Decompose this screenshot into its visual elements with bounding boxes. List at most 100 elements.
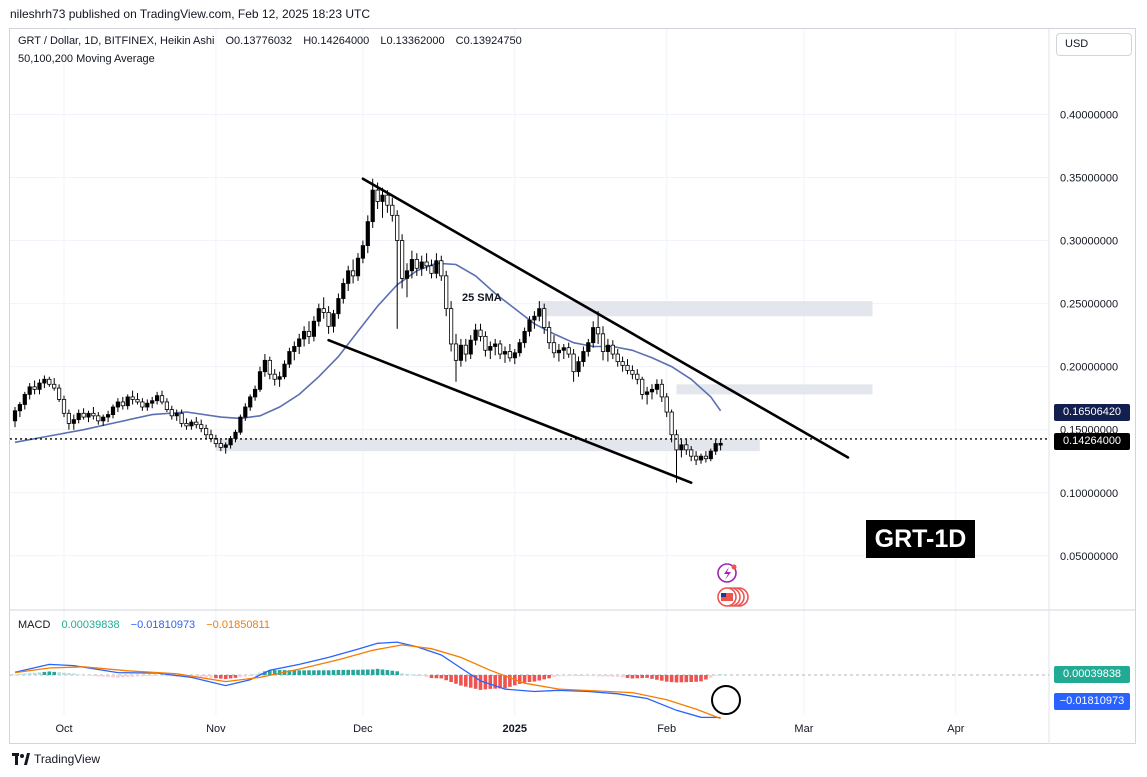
candle-body <box>86 412 91 418</box>
candle-body <box>532 315 537 321</box>
candle <box>532 311 537 329</box>
tradingview-footer[interactable]: TradingView <box>12 752 100 766</box>
candle <box>125 394 130 410</box>
candle-body <box>409 259 415 272</box>
chart-frame[interactable] <box>9 28 1136 744</box>
candle <box>32 380 37 395</box>
macd-hist-bar <box>620 675 625 678</box>
candle <box>684 439 689 455</box>
legend-moving-average[interactable]: 50,100,200 Moving Average <box>18 53 155 65</box>
candle-body <box>130 396 135 400</box>
x-tick-label: Oct <box>55 723 72 735</box>
macd-hist-bar <box>674 675 679 683</box>
legend-ohlc[interactable]: GRT / Dollar, 1D, BITFINEX, Heikin Ashi … <box>18 35 522 47</box>
macd-line-value: −0.01810973 <box>130 619 196 631</box>
candle <box>248 394 253 411</box>
macd-hist-bar <box>552 675 556 678</box>
candle <box>154 391 160 405</box>
candle <box>512 348 517 365</box>
macd-hist-bar <box>704 675 708 680</box>
legend-macd[interactable]: MACD 0.00039838 −0.01810973 −0.01850811 <box>18 619 270 631</box>
candle-body <box>179 412 184 424</box>
legend-open: O0.13776032 <box>225 35 293 47</box>
candle-body <box>223 444 228 448</box>
candle-body <box>57 387 62 400</box>
candle <box>542 303 547 334</box>
macd-hist-bar <box>434 675 439 679</box>
candle-body <box>718 442 723 446</box>
x-tick-label: 2025 <box>503 723 527 735</box>
sma-label: 25 SMA <box>462 292 502 304</box>
candle <box>316 303 321 327</box>
x-tick-label: Nov <box>206 723 226 735</box>
candle <box>199 419 204 433</box>
candle-body <box>493 343 498 347</box>
macd-hist-bar <box>72 673 76 675</box>
macd-hist-bar <box>228 675 233 679</box>
candle-body <box>120 401 125 407</box>
candle-body <box>586 342 591 352</box>
candle <box>130 390 135 405</box>
macd-hist-bar <box>640 675 644 679</box>
macd-hist-bar <box>91 675 96 677</box>
candle-body <box>542 308 547 328</box>
candle <box>272 369 277 386</box>
candle <box>537 301 542 322</box>
macd-hist-bar <box>145 675 150 677</box>
candle-body <box>42 378 47 384</box>
candle-body <box>336 298 341 315</box>
candle-body <box>679 444 684 451</box>
deco-layer <box>711 563 749 715</box>
macd-hist-bar <box>116 675 120 678</box>
candle-body <box>150 400 155 404</box>
flag-icon <box>717 587 749 607</box>
macd-signal-value: −0.01850811 <box>206 619 270 631</box>
candle-body <box>478 329 483 337</box>
candle-body <box>341 283 346 299</box>
candle-body <box>527 319 532 332</box>
macd-hist-bar <box>140 675 145 677</box>
candle-body <box>556 349 562 354</box>
macd-hist-bar <box>165 675 169 677</box>
candle <box>458 338 464 367</box>
macd-hist-bar <box>415 675 419 676</box>
macd-hist-bar <box>42 671 47 675</box>
macd-hist-bar <box>312 670 316 675</box>
macd-hist-bar <box>576 675 581 677</box>
macd-hist-bar <box>253 674 257 676</box>
candle-body <box>277 376 282 380</box>
candle <box>463 338 468 362</box>
candle-body <box>566 347 571 355</box>
macd-hist-bar <box>488 675 493 689</box>
macd-hist-bar <box>439 675 444 679</box>
currency-button[interactable]: USD <box>1056 33 1132 56</box>
macd-hist-bar <box>57 672 61 675</box>
candle <box>306 321 312 344</box>
macd-hist-bar <box>292 670 297 675</box>
candle-body <box>17 404 23 412</box>
candle-body <box>27 386 32 395</box>
macd-hist-bar <box>223 675 228 679</box>
macd-hist-bar <box>287 670 292 675</box>
macd-hist-bar <box>18 674 22 675</box>
candle <box>61 395 67 418</box>
macd-hist-tag: 0.00039838 <box>1054 666 1130 683</box>
macd-hist-bar <box>635 675 640 679</box>
macd-hist-bar <box>199 675 203 677</box>
candle-body <box>61 399 67 414</box>
candle <box>708 448 713 462</box>
candle <box>169 405 174 420</box>
candle-body <box>439 260 444 277</box>
macd-hist-bar <box>366 669 370 675</box>
candle-body <box>301 330 307 340</box>
candle-body <box>674 434 679 451</box>
macd-hist-bar <box>277 670 282 675</box>
candle-body <box>208 434 214 439</box>
candle-body <box>106 414 111 418</box>
candle-body <box>91 412 96 417</box>
macd-hist-bar <box>410 674 414 676</box>
candle-body <box>81 412 86 418</box>
candle <box>326 306 331 334</box>
candle <box>674 429 679 483</box>
